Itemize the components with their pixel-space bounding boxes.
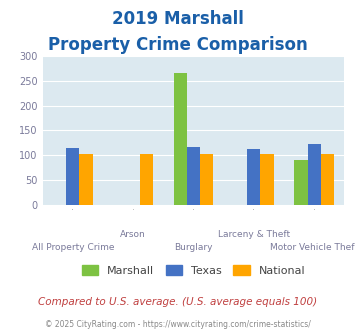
Bar bbox=[200, 154, 213, 205]
Bar bbox=[321, 154, 334, 205]
Text: © 2025 CityRating.com - https://www.cityrating.com/crime-statistics/: © 2025 CityRating.com - https://www.city… bbox=[45, 320, 310, 329]
Text: Compared to U.S. average. (U.S. average equals 100): Compared to U.S. average. (U.S. average … bbox=[38, 297, 317, 307]
Legend: Marshall, Texas, National: Marshall, Texas, National bbox=[77, 261, 310, 281]
Text: Motor Vehicle Theft: Motor Vehicle Theft bbox=[270, 244, 355, 252]
Text: Property Crime Comparison: Property Crime Comparison bbox=[48, 36, 307, 54]
Bar bbox=[80, 154, 93, 205]
Bar bbox=[187, 147, 200, 205]
Bar bbox=[247, 148, 261, 205]
Text: Larceny & Theft: Larceny & Theft bbox=[218, 230, 290, 239]
Bar bbox=[294, 160, 307, 205]
Bar bbox=[140, 154, 153, 205]
Bar bbox=[174, 74, 187, 205]
Text: Burglary: Burglary bbox=[174, 244, 213, 252]
Text: 2019 Marshall: 2019 Marshall bbox=[111, 10, 244, 28]
Text: All Property Crime: All Property Crime bbox=[32, 244, 114, 252]
Bar bbox=[307, 144, 321, 205]
Bar bbox=[261, 154, 274, 205]
Bar bbox=[66, 148, 80, 205]
Text: Arson: Arson bbox=[120, 230, 146, 239]
